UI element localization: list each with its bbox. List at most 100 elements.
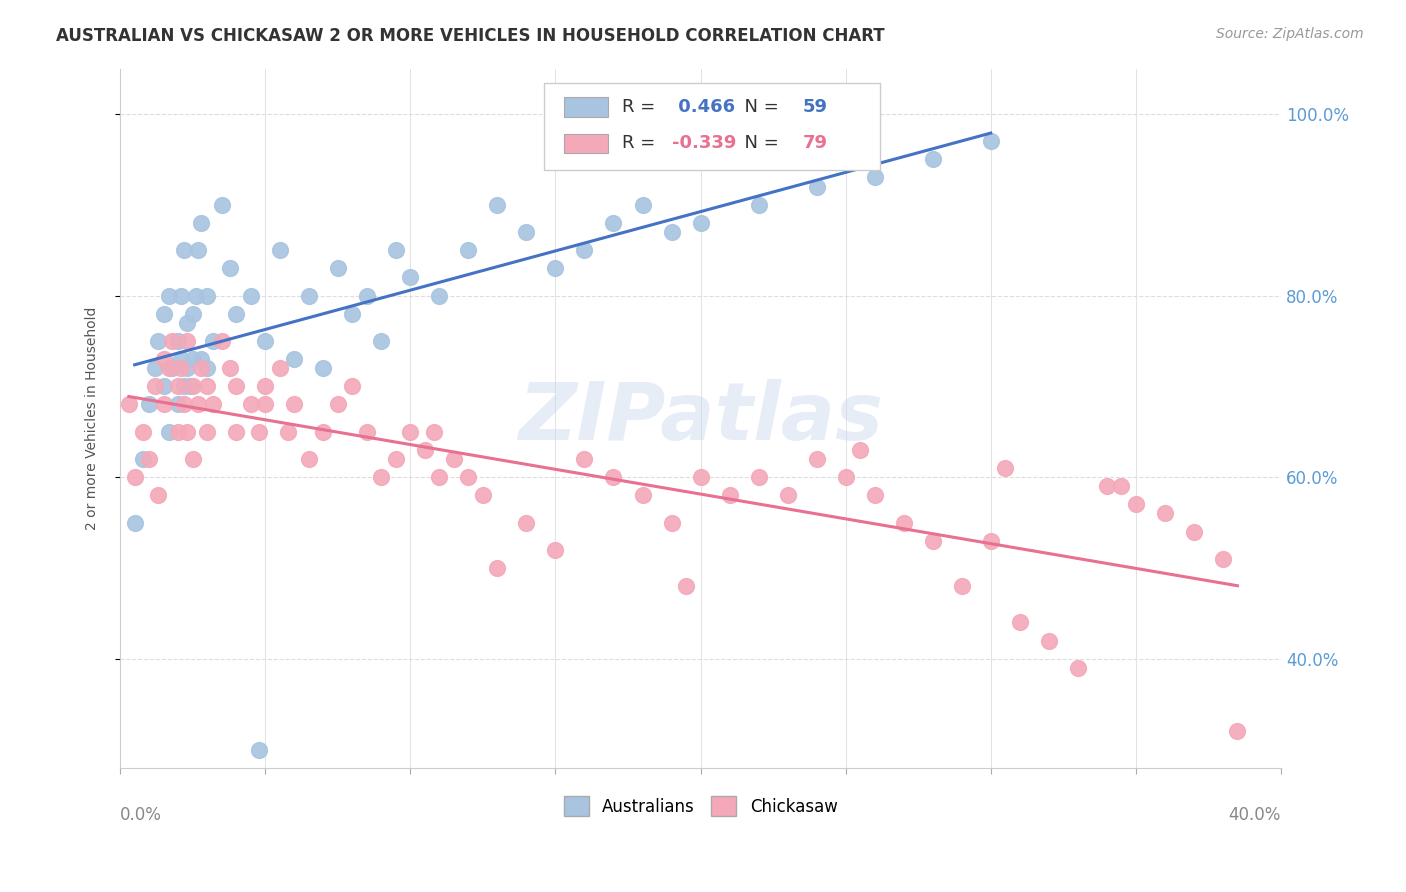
Point xyxy=(184,288,207,302)
Point xyxy=(195,361,218,376)
Point xyxy=(211,198,233,212)
Point xyxy=(675,579,697,593)
Text: R =: R = xyxy=(621,98,661,116)
Point xyxy=(806,179,828,194)
Point xyxy=(298,452,321,467)
Text: N =: N = xyxy=(733,98,785,116)
Point xyxy=(471,488,494,502)
Point xyxy=(152,307,174,321)
Point xyxy=(249,425,271,439)
Point xyxy=(170,288,193,302)
Legend: Australians, Chickasaw: Australians, Chickasaw xyxy=(557,789,844,822)
Text: 59: 59 xyxy=(803,98,828,116)
Point xyxy=(195,425,218,439)
Point xyxy=(863,488,886,502)
Point xyxy=(515,225,537,239)
Point xyxy=(1038,633,1060,648)
Point xyxy=(249,742,271,756)
Point xyxy=(1212,552,1234,566)
Point xyxy=(225,379,247,393)
Point xyxy=(980,533,1002,548)
Point xyxy=(239,288,262,302)
Point xyxy=(1154,507,1177,521)
Point xyxy=(225,425,247,439)
Point xyxy=(187,243,209,257)
Point xyxy=(173,379,195,393)
Point xyxy=(146,334,169,348)
Point xyxy=(132,452,155,467)
FancyBboxPatch shape xyxy=(564,97,607,117)
Point xyxy=(370,470,392,484)
Text: R =: R = xyxy=(621,135,661,153)
Point xyxy=(602,470,624,484)
Point xyxy=(427,470,450,484)
Text: AUSTRALIAN VS CHICKASAW 2 OR MORE VEHICLES IN HOUSEHOLD CORRELATION CHART: AUSTRALIAN VS CHICKASAW 2 OR MORE VEHICL… xyxy=(56,27,884,45)
Point xyxy=(181,452,204,467)
Point xyxy=(181,352,204,367)
Point xyxy=(1182,524,1205,539)
Point xyxy=(190,216,212,230)
Point xyxy=(718,488,741,502)
Point xyxy=(689,470,711,484)
Point xyxy=(173,243,195,257)
Point xyxy=(254,379,277,393)
Point xyxy=(173,397,195,411)
Point xyxy=(283,397,305,411)
Point xyxy=(342,307,364,321)
Point xyxy=(661,225,683,239)
Point xyxy=(162,361,184,376)
Point xyxy=(211,334,233,348)
Point xyxy=(1008,615,1031,630)
Point xyxy=(413,442,436,457)
Text: 0.466: 0.466 xyxy=(672,98,735,116)
Point xyxy=(1125,497,1147,511)
Point xyxy=(254,397,277,411)
Point xyxy=(515,516,537,530)
Point xyxy=(254,334,277,348)
Point xyxy=(1095,479,1118,493)
Point xyxy=(138,452,160,467)
Point xyxy=(225,307,247,321)
Point xyxy=(689,216,711,230)
Point xyxy=(806,452,828,467)
Point xyxy=(118,397,141,411)
Point xyxy=(457,470,479,484)
Point xyxy=(219,261,242,276)
Text: 79: 79 xyxy=(803,135,828,153)
Point xyxy=(159,361,181,376)
Point xyxy=(921,533,943,548)
Point xyxy=(443,452,465,467)
Point xyxy=(776,488,799,502)
Point xyxy=(152,397,174,411)
Point xyxy=(486,561,509,575)
Point xyxy=(219,361,242,376)
Point xyxy=(326,261,349,276)
Point xyxy=(187,397,209,411)
Text: 0.0%: 0.0% xyxy=(120,806,162,824)
Point xyxy=(544,542,567,557)
Text: -0.339: -0.339 xyxy=(672,135,735,153)
Point xyxy=(176,316,198,330)
Point xyxy=(167,334,190,348)
Text: N =: N = xyxy=(733,135,785,153)
Point xyxy=(181,307,204,321)
Point xyxy=(399,270,422,285)
Point xyxy=(269,243,291,257)
Point xyxy=(176,361,198,376)
Point xyxy=(574,452,596,467)
Point xyxy=(342,379,364,393)
Text: 40.0%: 40.0% xyxy=(1229,806,1281,824)
Point xyxy=(748,198,770,212)
Point xyxy=(399,425,422,439)
Point xyxy=(283,352,305,367)
Y-axis label: 2 or more Vehicles in Household: 2 or more Vehicles in Household xyxy=(86,307,100,530)
Point xyxy=(201,334,224,348)
Point xyxy=(849,442,872,457)
Point xyxy=(950,579,973,593)
Point xyxy=(661,516,683,530)
Point xyxy=(195,379,218,393)
Point xyxy=(921,153,943,167)
Point xyxy=(980,134,1002,148)
Point xyxy=(170,361,193,376)
Point xyxy=(544,261,567,276)
